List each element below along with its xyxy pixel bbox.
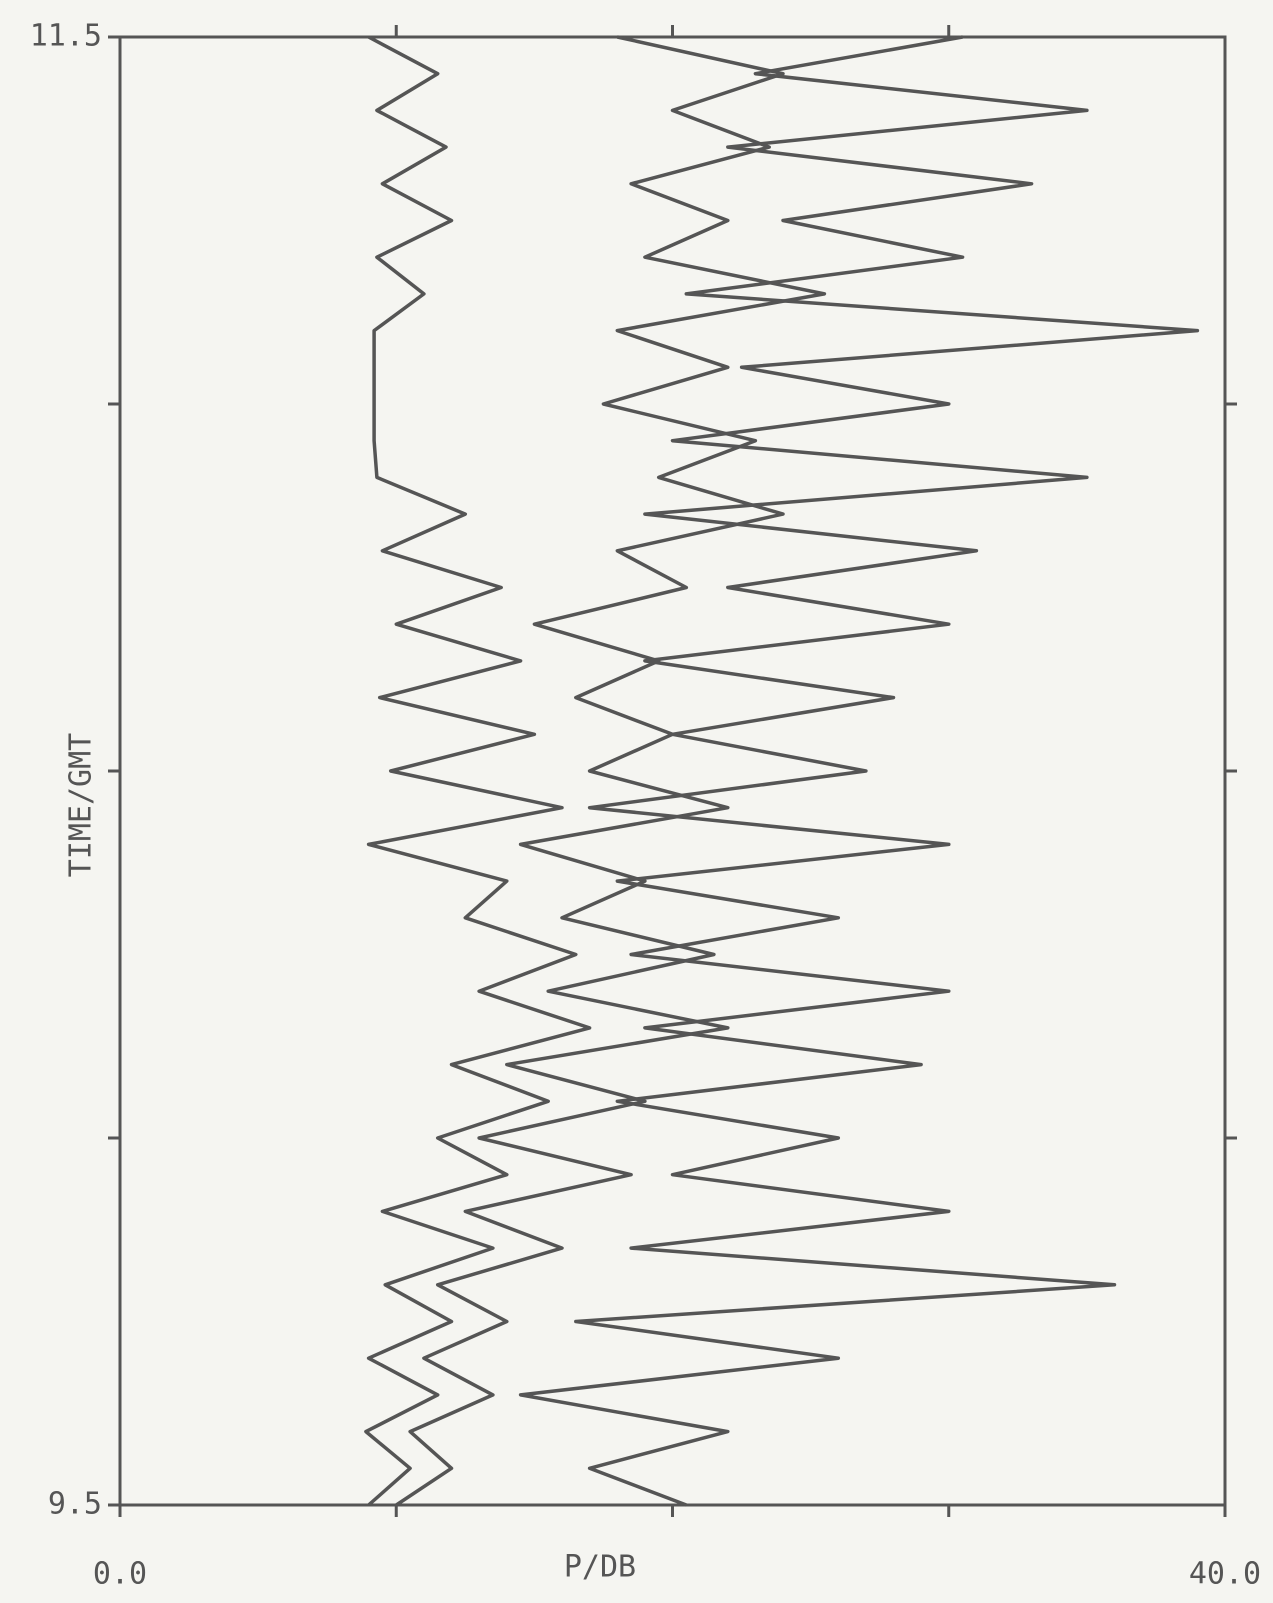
y-tick-label: 11.5 <box>30 19 102 54</box>
data-line <box>364 35 592 1507</box>
plot-frame <box>118 35 1227 1507</box>
x-axis-label: P/DB <box>564 1550 636 1585</box>
x-tick-label: 40.0 <box>1189 1557 1261 1592</box>
x-tick-label: 0.0 <box>93 1557 147 1592</box>
y-tick-label: 9.5 <box>48 1487 102 1522</box>
y-axis-label: TIME/GMT <box>64 733 99 878</box>
data-line <box>395 35 827 1507</box>
data-line <box>518 35 1200 1507</box>
